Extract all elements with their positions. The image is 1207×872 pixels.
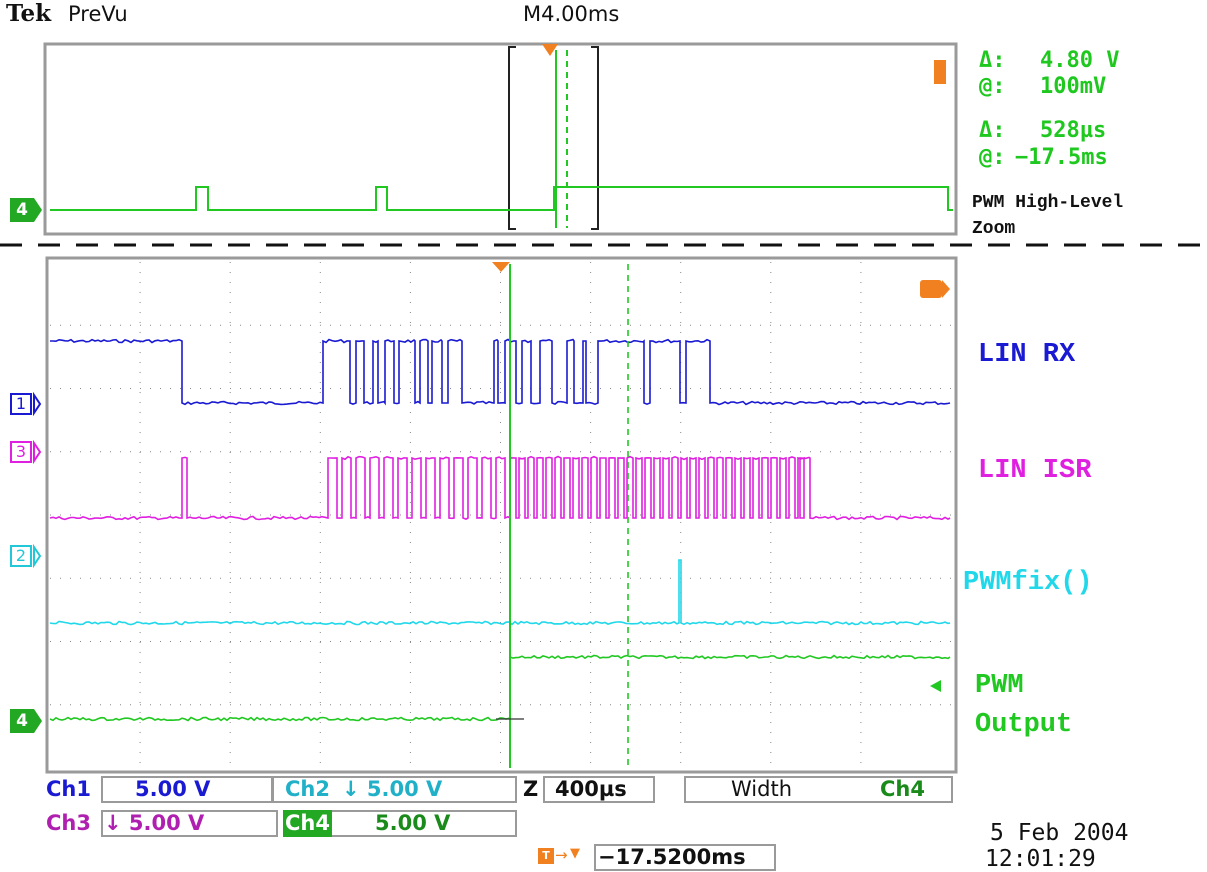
ch2-scale: ↓ 5.00 V <box>342 777 443 801</box>
ch3-scale: ↓ 5.00 V <box>104 811 205 835</box>
prevu-trigger-marker <box>542 44 558 56</box>
main-trigger-position-marker <box>492 262 510 272</box>
zoom-scale-box[interactable] <box>543 776 655 803</box>
ch2-scale-box[interactable] <box>272 776 517 803</box>
ch3-name: Ch3 <box>46 811 91 835</box>
trigger-down-arrow-icon: ▼ <box>570 846 580 861</box>
ch4-ground-marker[interactable]: 4 <box>10 709 34 733</box>
zoom-prefix: Z <box>523 777 539 801</box>
trigger-position-value: −17.5200ms <box>598 845 746 869</box>
ch1-scale: 5.00 V <box>135 777 211 801</box>
at-time-symbol: @: <box>979 145 1006 170</box>
ch1-lin-rx-trace <box>50 338 951 406</box>
trigger-position-box[interactable] <box>594 844 776 871</box>
label-lin-rx: LIN RX <box>978 340 1076 370</box>
prevu-frame <box>43 42 958 236</box>
ch1-name: Ch1 <box>46 777 91 801</box>
ch4-trigger-level-arrow <box>930 680 941 692</box>
zoom-annotation-line2: Zoom <box>972 219 1016 239</box>
timebase-readout: M4.00ms <box>523 2 620 26</box>
delta-volt-value: 4.80 V <box>1040 48 1120 73</box>
prevu-trigger-level-marker <box>934 60 946 84</box>
main-trigger-badge-arrow <box>942 280 950 298</box>
ch4-pwm-low-trace <box>49 716 511 722</box>
ch3-ground-marker[interactable]: 3 <box>10 441 32 463</box>
ch1-marker-arrow <box>33 391 42 417</box>
delta-time-value: 528µs <box>1040 118 1107 143</box>
measure-channel: Ch4 <box>880 777 925 801</box>
main-trigger-badge <box>920 280 942 298</box>
measure-type: Width <box>731 777 793 801</box>
trigger-icon: T <box>538 848 554 864</box>
ch3-scale-box[interactable] <box>101 810 278 837</box>
ch2-marker-arrow <box>33 543 42 569</box>
ch2-ground-marker[interactable]: 2 <box>10 545 32 567</box>
label-output: Output <box>975 710 1073 740</box>
delta-volt-symbol: Δ: <box>979 48 1006 73</box>
ch4-prevu-marker[interactable]: 4 <box>10 198 34 222</box>
ch4-marker-arrow <box>34 709 42 733</box>
ch3-lin-isr-trace <box>49 455 951 521</box>
ch4-prevu-marker-arrow <box>34 198 42 222</box>
label-lin-isr: LIN ISR <box>978 456 1092 486</box>
label-pwmfix: PWMfix() <box>963 568 1093 598</box>
brand-logo: Tek <box>6 0 52 27</box>
zoom-annotation-line1: PWM High-Level <box>972 193 1124 213</box>
ch2-pwmfix-trace <box>49 559 951 626</box>
at-volt-value: 100mV <box>1040 74 1107 99</box>
at-volt-symbol: @: <box>979 74 1006 99</box>
zoom-scale: 400µs <box>555 777 627 801</box>
ch4-pwm-high-trace <box>509 654 951 660</box>
zoom-window-bracket <box>508 46 599 230</box>
ch2-name: Ch2 <box>285 777 330 801</box>
delta-time-symbol: Δ: <box>979 118 1006 143</box>
arrow-right-icon: → <box>555 846 568 864</box>
ch4-name: Ch4 <box>283 810 332 837</box>
ch3-marker-arrow <box>33 439 42 465</box>
measurement-box[interactable] <box>684 776 953 803</box>
ch4-scale: 5.00 V <box>375 811 451 835</box>
at-time-value: −17.5ms <box>1015 145 1108 170</box>
prevu-trace <box>50 186 953 211</box>
label-pwm: PWM <box>975 671 1024 701</box>
prevu-mode-label: PreVu <box>68 2 128 26</box>
ch1-ground-marker[interactable]: 1 <box>10 393 32 415</box>
date-readout: 5 Feb 2004 <box>990 820 1129 846</box>
time-readout: 12:01:29 <box>985 846 1096 872</box>
main-graticule-frame <box>45 256 958 774</box>
